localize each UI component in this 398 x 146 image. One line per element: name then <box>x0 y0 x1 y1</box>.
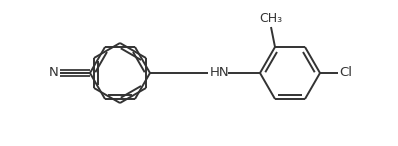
Text: CH₃: CH₃ <box>259 12 283 25</box>
Text: Cl: Cl <box>339 66 352 80</box>
Text: N: N <box>48 66 58 80</box>
Text: HN: HN <box>210 66 230 79</box>
